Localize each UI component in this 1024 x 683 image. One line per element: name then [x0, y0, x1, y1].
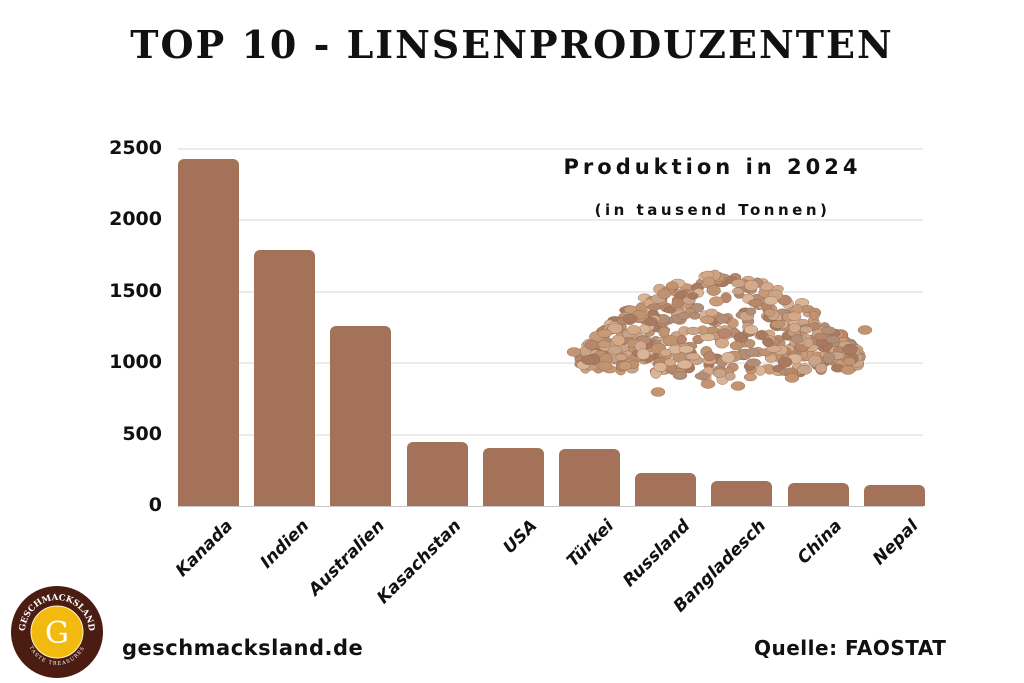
x-axis-label: Kanada: [171, 516, 237, 581]
source-note: Quelle: FAOSTAT: [754, 636, 947, 660]
y-axis-tick-label: 500: [122, 422, 162, 445]
x-axis-label: USA: [499, 516, 542, 558]
gridline: [178, 290, 923, 293]
gridline: [178, 362, 923, 365]
x-axis-label: Indien: [256, 516, 313, 573]
bar-bangladesch[interactable]: [711, 481, 773, 506]
website-link[interactable]: geschmacksland.de: [122, 636, 364, 660]
geschmacksland-logo: G GESCHMACKSLAND TASTE TREASURES: [11, 586, 103, 678]
bar-kasachstan[interactable]: [406, 442, 468, 506]
y-axis-tick-label: 2500: [109, 137, 162, 159]
annotation-year: Produktion in 2024: [563, 155, 862, 179]
lentil-pile-image: [566, 269, 873, 397]
y-axis-tick-label: 0: [148, 494, 162, 516]
x-axis-label: Russland: [618, 516, 694, 592]
x-axis-line: [178, 506, 923, 507]
x-axis-label: Nepal: [869, 516, 923, 570]
bar-indien[interactable]: [254, 250, 316, 506]
y-axis-tick-label: 1000: [109, 351, 162, 374]
x-axis-label: China: [793, 516, 847, 569]
y-axis-tick-label: 2000: [109, 208, 162, 231]
y-axis-tick-label: 1500: [109, 279, 162, 302]
bar-australien[interactable]: [330, 326, 392, 506]
bar-usa[interactable]: [482, 448, 544, 506]
gridline: [178, 433, 923, 436]
annotation-unit: (in tausend Tonnen): [594, 201, 831, 219]
bar-nepal[interactable]: [863, 485, 925, 506]
x-axis-label: Türkei: [562, 516, 618, 572]
gridline: [178, 148, 923, 150]
bar-kanada[interactable]: [178, 158, 239, 506]
gridline: [178, 219, 923, 222]
bar-russland[interactable]: [635, 473, 697, 506]
svg-text:G: G: [45, 616, 69, 651]
bar-china[interactable]: [787, 483, 849, 506]
chart-title: TOP 10 - LINSENPRODUZENTEN: [130, 22, 894, 67]
bar-türkei[interactable]: [559, 449, 620, 506]
x-axis-label: Australien: [304, 516, 389, 600]
